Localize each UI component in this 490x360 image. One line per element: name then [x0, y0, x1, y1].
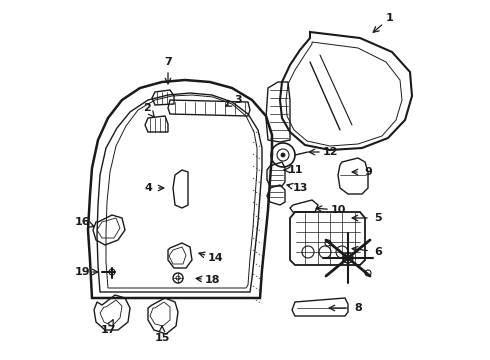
Text: 15: 15 — [154, 333, 170, 343]
Text: 3: 3 — [234, 95, 242, 105]
Text: 10: 10 — [330, 205, 345, 215]
Text: 1: 1 — [386, 13, 394, 23]
Text: 5: 5 — [374, 213, 382, 223]
Text: 12: 12 — [322, 147, 338, 157]
Text: 19: 19 — [74, 267, 90, 277]
Text: 14: 14 — [207, 253, 223, 263]
Text: 2: 2 — [143, 103, 151, 113]
Text: 6: 6 — [374, 247, 382, 257]
Text: 11: 11 — [287, 165, 303, 175]
Text: 18: 18 — [204, 275, 220, 285]
Text: 13: 13 — [293, 183, 308, 193]
Text: 7: 7 — [164, 57, 172, 67]
Text: 4: 4 — [144, 183, 152, 193]
Text: 16: 16 — [74, 217, 90, 227]
Text: 8: 8 — [354, 303, 362, 313]
Text: 17: 17 — [100, 325, 116, 335]
Text: 9: 9 — [364, 167, 372, 177]
Circle shape — [281, 153, 285, 157]
